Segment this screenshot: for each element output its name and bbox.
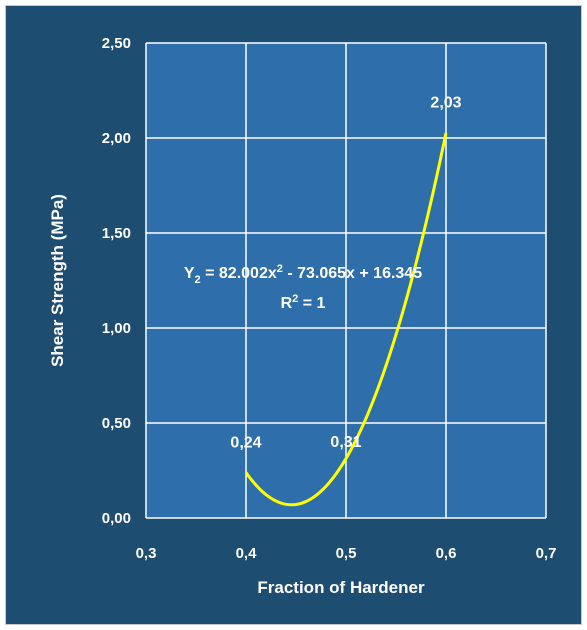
x-tick-label: 0,7 (536, 545, 557, 562)
y-tick-label: 1,00 (102, 320, 131, 337)
x-tick-labels: 0,3 0,4 0,5 0,6 0,7 (136, 545, 557, 562)
x-tick-label: 0,6 (436, 545, 457, 562)
r-squared-label: R2 = 1 (281, 293, 326, 312)
x-tick-label: 0,3 (136, 545, 157, 562)
chart-svg: 0,3 0,4 0,5 0,6 0,7 0,00 0,50 1,00 1,50 2,00 2,50… (48, 35, 557, 597)
chart-container: 0,3 0,4 0,5 0,6 0,7 0,00 0,50 1,00 1,50 2,00 2,50… (5, 5, 582, 625)
equation-label: Y2 = 82.002x2 - 73.065x + 16.345 (184, 263, 422, 286)
y-tick-label: 2,50 (102, 35, 131, 52)
y-tick-label: 2,00 (102, 130, 131, 147)
fit-curve (244, 132, 448, 507)
x-axis-title: Fraction of Hardener (257, 578, 425, 597)
y-axis-title: Shear Strength (MPa) (48, 194, 67, 367)
y-tick-label: 0,00 (102, 510, 131, 527)
y-tick-labels: 0,00 0,50 1,00 1,50 2,00 2,50 (102, 35, 131, 527)
grid-lines (145, 42, 547, 519)
x-tick-label: 0,4 (236, 545, 258, 562)
y-tick-label: 1,50 (102, 225, 131, 242)
y-tick-label: 0,50 (102, 415, 131, 432)
data-labels: 0,24 0,31 2,03 (230, 94, 461, 451)
data-label: 0,24 (230, 434, 261, 451)
x-tick-label: 0,5 (336, 545, 357, 562)
data-label: 2,03 (430, 94, 461, 111)
data-label: 0,31 (330, 434, 361, 451)
